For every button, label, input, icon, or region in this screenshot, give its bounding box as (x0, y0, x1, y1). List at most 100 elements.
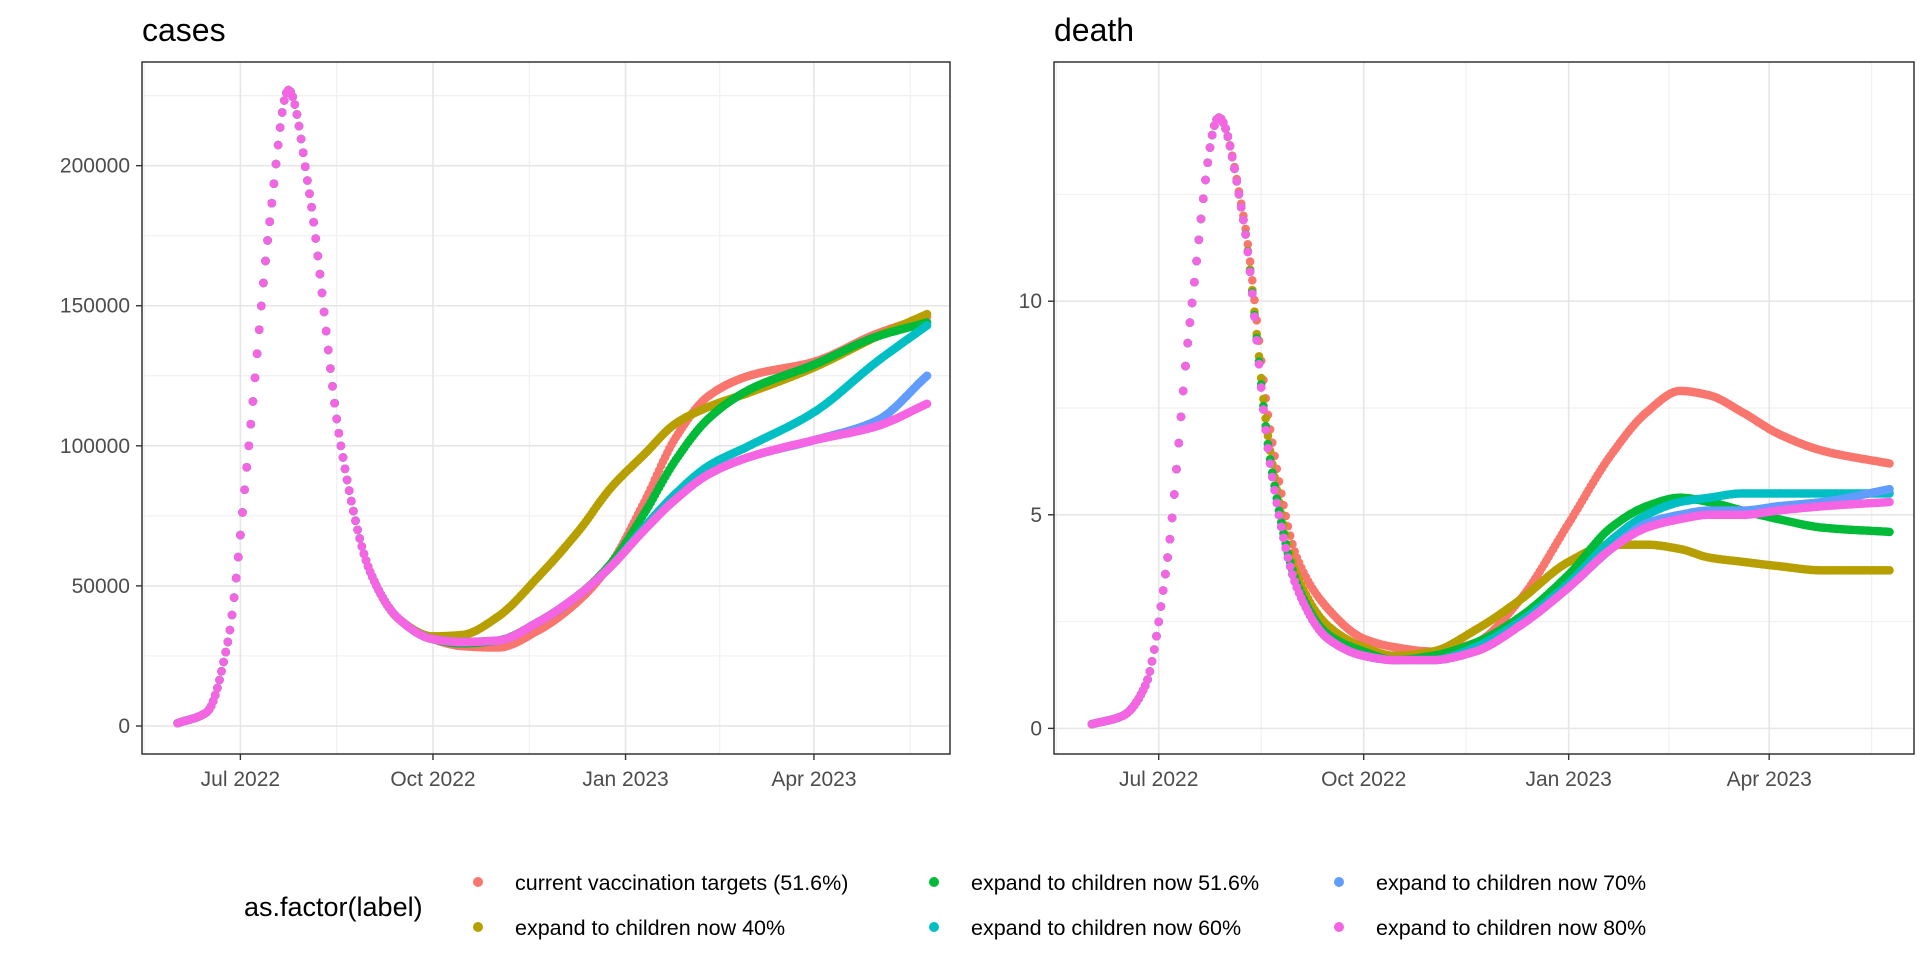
data-point (1259, 405, 1268, 414)
data-point (307, 202, 316, 212)
data-point (1250, 312, 1259, 321)
data-point (1288, 570, 1297, 579)
series (173, 85, 932, 728)
data-point (275, 123, 285, 132)
data-points-death (1087, 113, 1894, 729)
y-tick-label: 5 (1030, 504, 1042, 527)
data-point (1270, 485, 1279, 495)
data-point (213, 683, 222, 693)
legend-key (1334, 922, 1344, 932)
data-point (271, 159, 281, 169)
data-point (340, 464, 350, 474)
data-point (1234, 189, 1244, 199)
data-point (344, 486, 354, 495)
data-point (319, 307, 329, 317)
data-point (1205, 143, 1215, 152)
data-point (250, 373, 260, 383)
data-point (246, 419, 256, 429)
data-point (1158, 586, 1168, 595)
x-tick-label: Apr 2023 (771, 768, 856, 791)
data-point (254, 325, 264, 335)
data-point (351, 516, 360, 525)
legend-key (1334, 877, 1344, 887)
data-point (1285, 562, 1295, 571)
data-point (259, 278, 268, 288)
data-point (211, 690, 220, 700)
data-point (1272, 498, 1282, 508)
legend-label: expand to children now 40% (515, 916, 785, 940)
data-point (359, 549, 369, 559)
y-tick-label: 200000 (60, 155, 130, 178)
data-point (1885, 484, 1894, 494)
data-point (922, 399, 932, 409)
legend-entry: expand to children now 80% (1334, 916, 1646, 940)
data-point (355, 534, 365, 543)
data-point (1261, 414, 1270, 423)
y-axis-death: 0 5 10 (1019, 290, 1054, 740)
data-point (1268, 472, 1277, 482)
data-point (1196, 214, 1206, 224)
data-point (303, 176, 312, 185)
data-point (1176, 412, 1186, 422)
data-points-cases (173, 85, 932, 728)
legend-entry: expand to children now 60% (929, 916, 1241, 940)
data-point (1183, 338, 1192, 348)
data-point (1248, 276, 1257, 285)
data-point (242, 463, 251, 472)
data-point (1245, 257, 1255, 266)
data-point (1227, 152, 1237, 162)
data-point (1150, 645, 1159, 654)
data-point (280, 96, 289, 105)
data-point (1259, 394, 1268, 404)
legend-entry: expand to children now 70% (1334, 871, 1646, 895)
data-point (1143, 675, 1152, 684)
data-point (269, 179, 279, 188)
data-point (342, 475, 352, 485)
y-axis-cases: 0 50000 100000 150000 200000 (60, 155, 142, 738)
data-point (252, 349, 262, 359)
data-point (229, 593, 239, 602)
panel-death: death 0 5 10 Jul 2022 Oct 2022 Jan 2023 Apr 2… (1019, 12, 1915, 791)
legend-label: current vaccination targets (51.6%) (515, 871, 848, 895)
x-tick-label: Oct 2022 (1321, 768, 1406, 791)
legend-key (929, 922, 939, 932)
data-point (332, 414, 342, 424)
panel-title-death: death (1054, 12, 1134, 48)
legend-key (473, 877, 483, 887)
data-point (330, 398, 339, 408)
data-point (1190, 277, 1199, 287)
data-point (217, 667, 226, 676)
data-point (315, 269, 325, 279)
data-point (1239, 215, 1248, 225)
data-point (321, 326, 331, 336)
data-point (353, 525, 362, 535)
series (1087, 113, 1894, 729)
data-point (1265, 459, 1275, 468)
data-point (261, 256, 270, 266)
data-point (231, 573, 241, 583)
legend: as.factor(label) current vaccination tar… (244, 871, 1646, 940)
legend-label: expand to children now 60% (971, 916, 1241, 940)
data-point (1145, 667, 1155, 676)
data-point (1245, 267, 1255, 277)
legend-entry: expand to children now 51.6% (929, 871, 1259, 895)
data-point (1223, 132, 1233, 141)
data-point (922, 371, 932, 381)
y-tick-label: 10 (1019, 290, 1042, 313)
data-point (1256, 373, 1266, 383)
data-point (1161, 569, 1170, 579)
data-point (347, 496, 356, 506)
data-point (1885, 566, 1894, 575)
data-point (263, 236, 272, 245)
legend-label: expand to children now 51.6% (971, 871, 1259, 895)
data-point (238, 508, 247, 517)
panel-cases: cases 0 50000 100000 150000 200000 Jul 2022 O… (60, 12, 951, 791)
data-point (1187, 298, 1197, 308)
data-point (292, 110, 302, 119)
data-point (326, 364, 335, 373)
data-point (1263, 443, 1273, 453)
data-point (1152, 631, 1161, 641)
data-point (227, 610, 237, 620)
data-point (349, 506, 358, 516)
data-point (1241, 230, 1250, 239)
